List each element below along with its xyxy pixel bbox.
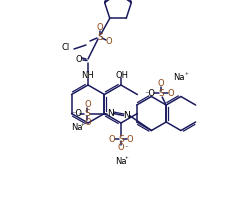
- Text: ⁻: ⁻: [124, 145, 128, 151]
- Text: NH: NH: [82, 71, 94, 80]
- Text: O: O: [106, 36, 112, 46]
- Text: O: O: [109, 134, 115, 144]
- Text: O: O: [158, 80, 165, 88]
- Text: S: S: [97, 32, 103, 42]
- Text: S: S: [118, 134, 124, 144]
- Text: O: O: [84, 118, 91, 127]
- Text: O: O: [118, 144, 124, 152]
- Text: O: O: [97, 24, 103, 32]
- Text: S: S: [85, 109, 90, 118]
- Text: Na: Na: [174, 73, 185, 81]
- Text: O: O: [84, 100, 91, 109]
- Text: ⁺: ⁺: [184, 73, 188, 79]
- Text: N: N: [107, 109, 114, 118]
- Text: O: O: [168, 88, 174, 98]
- Text: ⁻O: ⁻O: [71, 109, 82, 118]
- Text: Na: Na: [71, 123, 82, 132]
- Text: ⁺: ⁺: [125, 157, 129, 163]
- Text: N: N: [123, 111, 130, 120]
- Text: O: O: [76, 54, 82, 64]
- Text: ⁺: ⁺: [80, 124, 84, 130]
- Text: Cl: Cl: [62, 43, 70, 53]
- Text: S: S: [158, 88, 164, 98]
- Text: Na: Na: [115, 156, 127, 166]
- Text: ⁻O: ⁻O: [145, 88, 156, 98]
- Text: O: O: [127, 134, 133, 144]
- Text: OH: OH: [115, 71, 128, 80]
